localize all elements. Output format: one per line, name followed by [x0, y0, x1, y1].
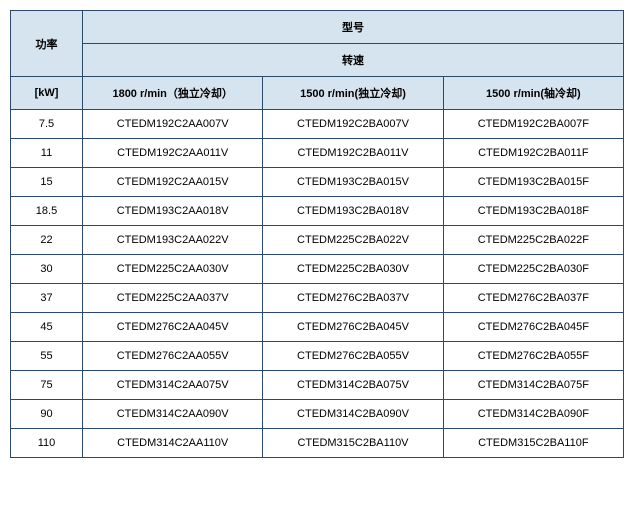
- cell-model: CTEDM315C2BA110V: [263, 429, 443, 458]
- cell-model: CTEDM192C2BA007F: [443, 110, 623, 139]
- cell-model: CTEDM192C2AA007V: [83, 110, 263, 139]
- cell-kw: 90: [11, 400, 83, 429]
- cell-model: CTEDM314C2BA075V: [263, 371, 443, 400]
- table-row: 7.5CTEDM192C2AA007VCTEDM192C2BA007VCTEDM…: [11, 110, 624, 139]
- spec-table: 功率 型号 转速 [kW] 1800 r/min（独立冷却） 1500 r/mi…: [10, 10, 624, 458]
- cell-kw: 22: [11, 226, 83, 255]
- cell-model: CTEDM314C2AA075V: [83, 371, 263, 400]
- header-col3: 1500 r/min(轴冷却): [443, 77, 623, 110]
- table-row: 18.5CTEDM193C2AA018VCTEDM193C2BA018VCTED…: [11, 197, 624, 226]
- cell-kw: 110: [11, 429, 83, 458]
- cell-model: CTEDM276C2BA037V: [263, 284, 443, 313]
- cell-model: CTEDM225C2BA030F: [443, 255, 623, 284]
- cell-model: CTEDM315C2BA110F: [443, 429, 623, 458]
- cell-model: CTEDM314C2BA090V: [263, 400, 443, 429]
- cell-model: CTEDM276C2BA055V: [263, 342, 443, 371]
- cell-model: CTEDM192C2BA011V: [263, 139, 443, 168]
- cell-model: CTEDM193C2BA015V: [263, 168, 443, 197]
- table-row: 75CTEDM314C2AA075VCTEDM314C2BA075VCTEDM3…: [11, 371, 624, 400]
- table-row: 15CTEDM192C2AA015VCTEDM193C2BA015VCTEDM1…: [11, 168, 624, 197]
- cell-model: CTEDM192C2AA011V: [83, 139, 263, 168]
- cell-model: CTEDM225C2BA022F: [443, 226, 623, 255]
- cell-model: CTEDM193C2BA018F: [443, 197, 623, 226]
- cell-model: CTEDM314C2BA090F: [443, 400, 623, 429]
- cell-model: CTEDM192C2BA011F: [443, 139, 623, 168]
- table-body: 7.5CTEDM192C2AA007VCTEDM192C2BA007VCTEDM…: [11, 110, 624, 458]
- cell-model: CTEDM314C2AA110V: [83, 429, 263, 458]
- cell-kw: 75: [11, 371, 83, 400]
- header-col1: 1800 r/min（独立冷却）: [83, 77, 263, 110]
- cell-model: CTEDM276C2AA055V: [83, 342, 263, 371]
- table-row: 37CTEDM225C2AA037VCTEDM276C2BA037VCTEDM2…: [11, 284, 624, 313]
- cell-kw: 55: [11, 342, 83, 371]
- cell-model: CTEDM225C2BA022V: [263, 226, 443, 255]
- cell-model: CTEDM192C2AA015V: [83, 168, 263, 197]
- header-speed: 转速: [83, 44, 624, 77]
- header-unit: [kW]: [11, 77, 83, 110]
- cell-model: CTEDM276C2BA055F: [443, 342, 623, 371]
- cell-model: CTEDM193C2BA018V: [263, 197, 443, 226]
- cell-model: CTEDM276C2BA037F: [443, 284, 623, 313]
- table-row: 55CTEDM276C2AA055VCTEDM276C2BA055VCTEDM2…: [11, 342, 624, 371]
- header-model: 型号: [83, 11, 624, 44]
- table-row: 11CTEDM192C2AA011VCTEDM192C2BA011VCTEDM1…: [11, 139, 624, 168]
- cell-model: CTEDM193C2BA015F: [443, 168, 623, 197]
- cell-kw: 45: [11, 313, 83, 342]
- cell-model: CTEDM193C2AA022V: [83, 226, 263, 255]
- cell-model: CTEDM193C2AA018V: [83, 197, 263, 226]
- cell-kw: 37: [11, 284, 83, 313]
- header-col2: 1500 r/min(独立冷却): [263, 77, 443, 110]
- cell-kw: 18.5: [11, 197, 83, 226]
- cell-model: CTEDM225C2AA037V: [83, 284, 263, 313]
- cell-model: CTEDM225C2AA030V: [83, 255, 263, 284]
- cell-model: CTEDM276C2AA045V: [83, 313, 263, 342]
- cell-model: CTEDM225C2BA030V: [263, 255, 443, 284]
- cell-model: CTEDM276C2BA045V: [263, 313, 443, 342]
- cell-model: CTEDM314C2AA090V: [83, 400, 263, 429]
- table-row: 90CTEDM314C2AA090VCTEDM314C2BA090VCTEDM3…: [11, 400, 624, 429]
- cell-kw: 7.5: [11, 110, 83, 139]
- table-row: 30CTEDM225C2AA030VCTEDM225C2BA030VCTEDM2…: [11, 255, 624, 284]
- cell-kw: 15: [11, 168, 83, 197]
- table-row: 22CTEDM193C2AA022VCTEDM225C2BA022VCTEDM2…: [11, 226, 624, 255]
- cell-kw: 30: [11, 255, 83, 284]
- table-row: 45CTEDM276C2AA045VCTEDM276C2BA045VCTEDM2…: [11, 313, 624, 342]
- table-row: 110CTEDM314C2AA110VCTEDM315C2BA110VCTEDM…: [11, 429, 624, 458]
- cell-model: CTEDM314C2BA075F: [443, 371, 623, 400]
- cell-kw: 11: [11, 139, 83, 168]
- header-power: 功率: [11, 11, 83, 77]
- cell-model: CTEDM192C2BA007V: [263, 110, 443, 139]
- cell-model: CTEDM276C2BA045F: [443, 313, 623, 342]
